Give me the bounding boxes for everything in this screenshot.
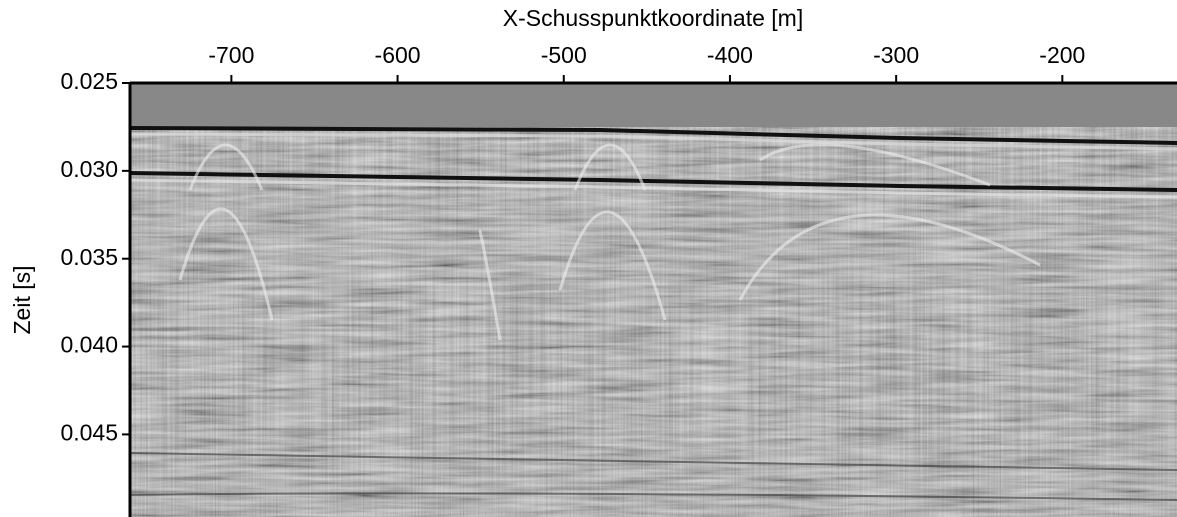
diffractions [178, 143, 1041, 341]
reflector [130, 126, 1177, 145]
x-tick-label: -300 [873, 42, 919, 68]
reflector [130, 171, 1177, 192]
y-tick-label: 0.040 [60, 332, 118, 358]
reflector [130, 452, 1177, 471]
reflector [130, 132, 1177, 151]
y-tick-label: 0.030 [60, 156, 118, 182]
y-tick-label: 0.035 [60, 244, 118, 270]
x-axis-title: X-Schusspunktkoordinate [m] [503, 5, 803, 31]
y-axis-title: Zeit [s] [9, 265, 35, 334]
y-tick-label: 0.045 [60, 419, 118, 445]
x-tick-label: -700 [208, 42, 254, 68]
water-column [130, 83, 1177, 127]
reflector [130, 178, 1177, 199]
y-tick-label: 0.025 [60, 68, 118, 94]
x-tick-label: -400 [707, 42, 753, 68]
seismic-section [130, 83, 1177, 517]
reflector [130, 492, 1177, 501]
x-tick-label: -600 [375, 42, 421, 68]
x-tick-label: -500 [541, 42, 587, 68]
x-tick-label: -200 [1039, 42, 1085, 68]
streaks [130, 83, 1177, 517]
